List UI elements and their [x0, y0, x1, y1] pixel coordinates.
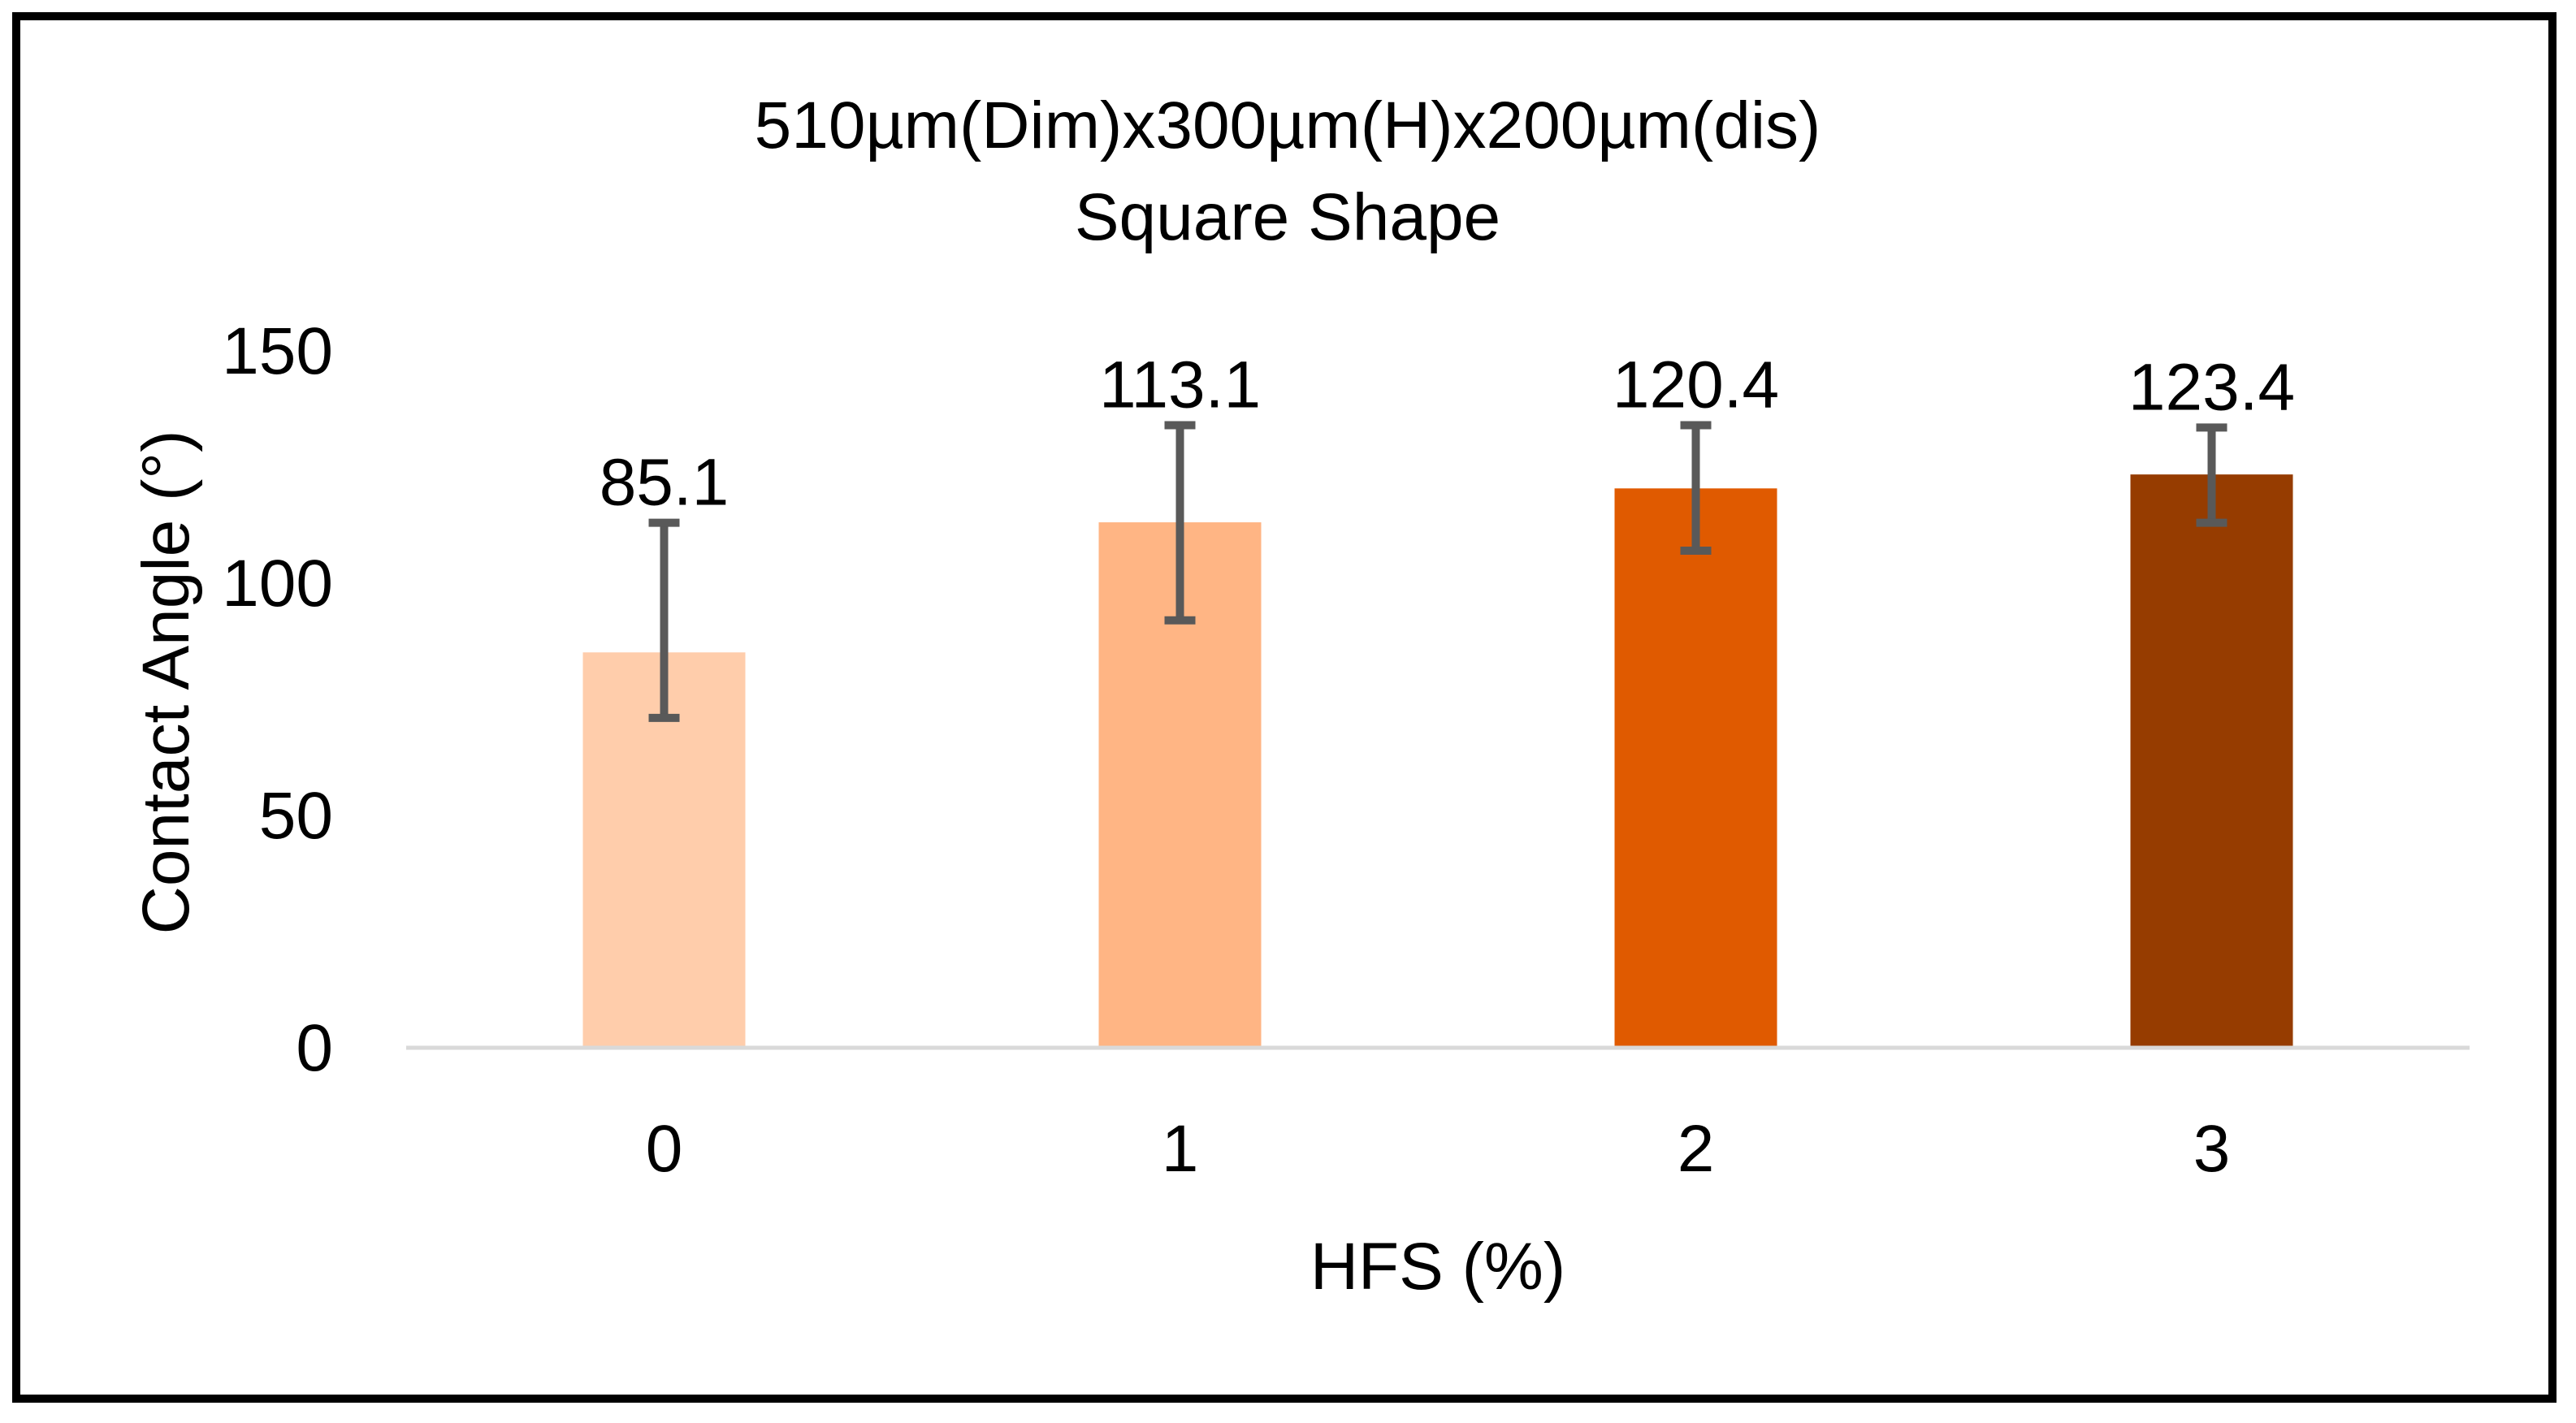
y-tick-label: 150: [222, 314, 333, 388]
x-tick-label: 1: [1162, 1112, 1199, 1186]
data-labels: 85.1 113.1 120.4 123.4: [600, 348, 2295, 520]
x-tick-label: 3: [2193, 1112, 2231, 1186]
chart-subtitle: Square Shape: [1075, 180, 1500, 254]
bar: [2130, 474, 2293, 1048]
data-label: 120.4: [1613, 348, 1779, 422]
x-tick-label: 0: [646, 1112, 683, 1186]
y-tick-label: 0: [296, 1011, 333, 1085]
x-tick-label: 2: [1678, 1112, 1715, 1186]
data-label: 113.1: [1099, 348, 1261, 422]
chart-title: 510µm(Dim)x300µm(H)x200µm(dis): [755, 89, 1821, 162]
bar: [1614, 488, 1777, 1048]
y-tick-label: 100: [222, 547, 333, 621]
data-label: 85.1: [600, 446, 730, 520]
chart-frame: [12, 12, 2557, 1403]
y-axis-label: Contact Angle (°): [129, 430, 203, 935]
x-axis-ticks: 0 1 2 3: [646, 1112, 2231, 1186]
y-axis-ticks: 0 50 100 150: [222, 314, 333, 1085]
data-label: 123.4: [2128, 350, 2295, 424]
x-axis-label: HFS (%): [1310, 1230, 1565, 1304]
error-bars: [648, 421, 2227, 722]
y-tick-label: 50: [259, 779, 333, 853]
